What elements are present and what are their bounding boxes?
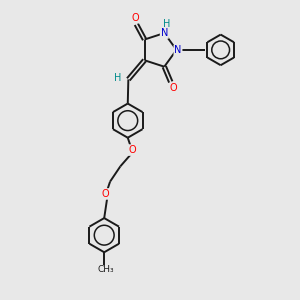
Text: H: H bbox=[114, 73, 122, 83]
Text: N: N bbox=[160, 28, 168, 38]
Text: O: O bbox=[169, 83, 177, 94]
Text: CH₃: CH₃ bbox=[97, 266, 114, 274]
Text: H: H bbox=[163, 19, 170, 29]
Text: N: N bbox=[174, 46, 182, 56]
Text: O: O bbox=[131, 13, 139, 23]
Text: O: O bbox=[128, 145, 136, 155]
Text: O: O bbox=[102, 189, 110, 199]
